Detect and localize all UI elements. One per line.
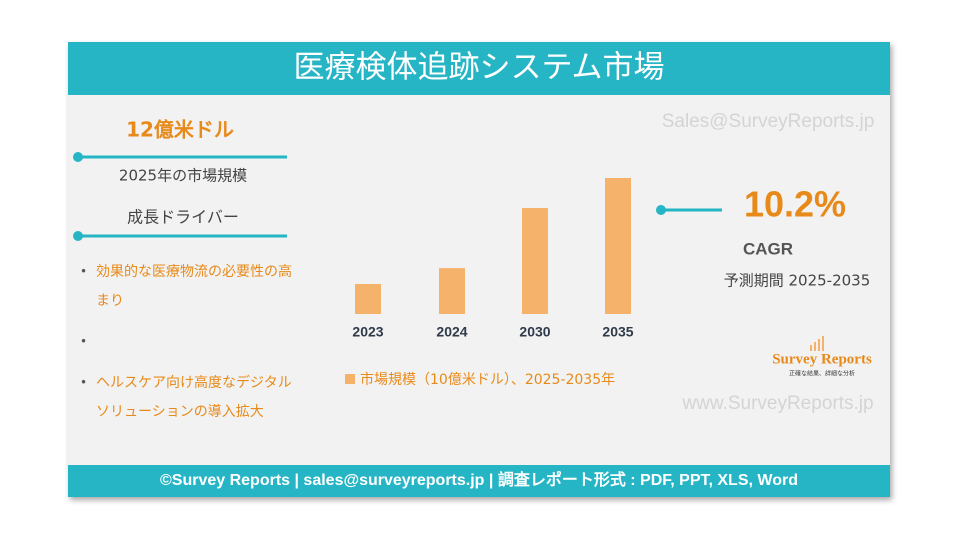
forecast-period: 予測期間 2025-2035 <box>724 272 871 290</box>
footer-text: ©Survey Reports | sales@surveyreports.jp… <box>160 470 798 489</box>
logo-tagline: 正確な結果、詳細な分析 <box>789 370 855 378</box>
watermark-web: www.SurveyReports.jp <box>681 393 873 414</box>
bullet-mark: • <box>80 265 87 279</box>
logo-icon <box>810 336 824 351</box>
driver-item: ヘルスケア向け高度なデジタルソリューションの導入拡大 <box>96 374 292 420</box>
footer-band <box>68 465 890 497</box>
bar <box>522 208 548 314</box>
bar-chart: 2023 2024 2030 2035 <box>352 178 634 340</box>
driver-list: • 効果的な医療物流の必要性の高まり • • ヘルスケア向け高度なデジタルソリューション… <box>80 263 292 420</box>
watermark-email: Sales@SurveyReports.jp <box>662 111 875 132</box>
x-tick-label: 2023 <box>352 324 383 340</box>
drivers-heading: 成長ドライバー <box>127 208 239 227</box>
bullet-mark: • <box>80 335 87 349</box>
x-tick-label: 2035 <box>602 324 633 340</box>
bar <box>355 283 381 314</box>
market-size: 12億米ドル <box>126 118 234 142</box>
driver-item: 効果的な医療物流の必要性の高まり <box>96 263 292 309</box>
cagr-value: 10.2% <box>744 184 846 225</box>
cagr-label: CAGR <box>743 239 793 258</box>
market-caption: 2025年の市場規模 <box>119 167 247 185</box>
bullet-mark: • <box>80 376 87 390</box>
title: 医療検体追跡システム市場 <box>293 50 664 86</box>
x-tick-label: 2024 <box>436 324 467 340</box>
legend-label: 市場規模（10億米ドル）、2025-2035年 <box>360 371 615 388</box>
bar <box>605 178 631 314</box>
card <box>68 42 890 497</box>
header-band <box>68 42 890 95</box>
x-tick-label: 2030 <box>519 324 550 340</box>
legend-swatch <box>345 374 355 384</box>
bar <box>439 268 465 314</box>
logo-name: Survey Reports <box>772 351 872 367</box>
